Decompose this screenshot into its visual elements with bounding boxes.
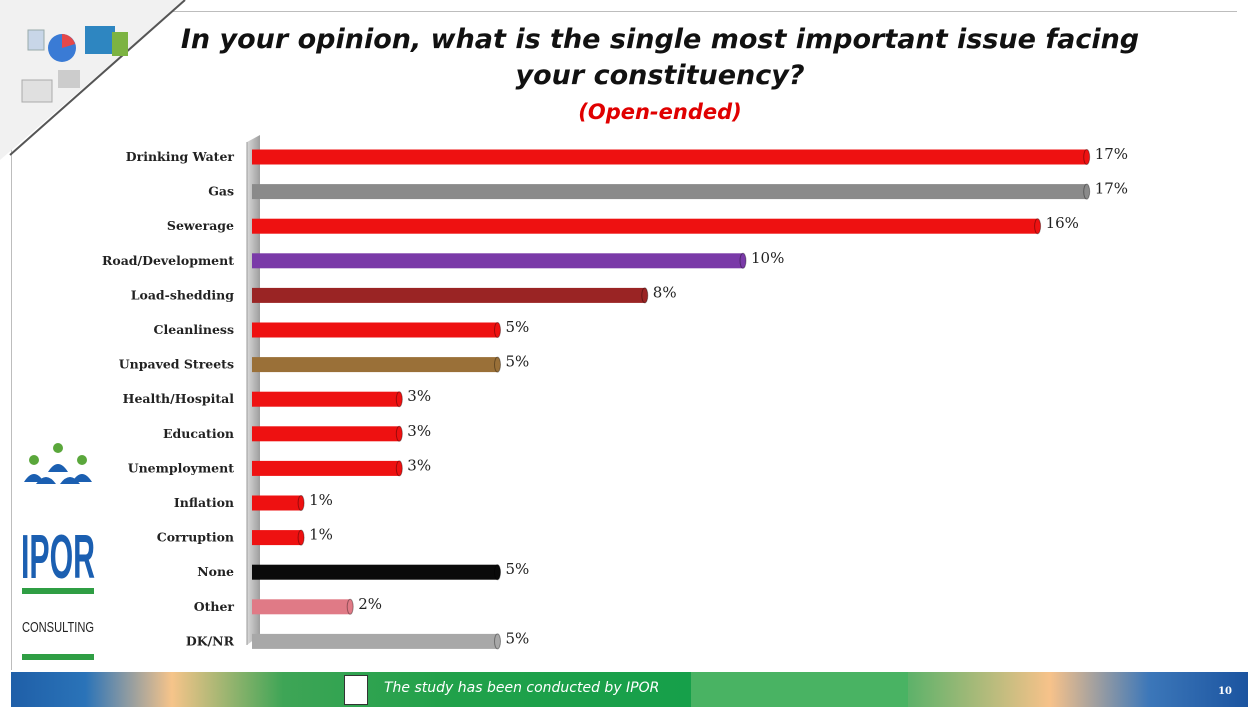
ipor-logo: IPOR CONSULTING [18,440,98,670]
bar-end-cap-gas [1083,183,1091,200]
bar-none [252,564,498,580]
bar-end-cap-road-development [739,252,747,269]
value-label-inflation: 1% [309,491,333,509]
value-label-dk-nr: 5% [506,629,530,647]
bar-load-shedding [252,287,645,303]
category-label-dk-nr: DK/NR [186,633,235,648]
value-label-unpaved-streets: 5% [506,353,530,371]
bar-other [252,599,351,615]
page-number: 10 [1218,686,1232,697]
bar-end-cap-cleanliness [494,322,501,338]
bar-end-cap-health-hospital [395,391,403,408]
footer-strip [691,672,908,707]
logo-wordmark: IPOR [21,523,95,592]
value-label-other: 2% [358,595,382,613]
footer-text: The study has been conducted by IPOR [384,680,660,696]
corner-chart-graphic [0,0,190,160]
bar-sewerage [252,218,1038,234]
bar-unpaved-streets [252,357,498,373]
category-label-inflation: Inflation [174,495,234,510]
bar-end-cap-corruption [297,529,305,546]
category-label-unemployment: Unemployment [128,460,235,475]
bar-end-cap-unemployment [395,460,403,477]
ipor-mini-logo-icon [344,675,368,705]
bar-end-cap-inflation [297,495,305,511]
value-label-education: 3% [407,422,431,440]
category-label-health-hospital: Health/Hospital [123,391,235,406]
value-label-drinking-water: 17% [1095,145,1128,163]
bar-inflation [252,495,302,511]
category-label-road-development: Road/Development [102,253,234,268]
value-label-corruption: 1% [309,526,333,544]
value-label-gas: 17% [1095,180,1128,198]
category-label-load-shedding: Load-shedding [131,287,235,302]
category-label-gas: Gas [208,184,234,199]
chart-subtitle: (Open-ended) [578,100,742,124]
bar-end-cap-load-shedding [641,287,649,304]
value-label-health-hospital: 3% [407,387,431,405]
footer-bar: The study has been conducted by IPOR 10 [11,672,1248,707]
bar-cleanliness [252,322,498,338]
value-label-load-shedding: 8% [653,283,677,301]
bar-road-development [252,253,743,269]
bar-end-cap-unpaved-streets [494,356,501,373]
category-label-sewerage: Sewerage [167,218,234,233]
bar-chart: Drinking Water 17% Gas 17% Sewerage 16% Road/D… [0,135,1248,665]
chart-title: In your opinion, what is the single most… [180,24,1140,91]
value-label-unemployment: 3% [407,456,431,474]
bar-end-cap-education [395,425,403,442]
slide-border [11,11,1237,670]
value-label-road-development: 10% [751,249,784,267]
bar-corruption [252,530,302,546]
category-label-other: Other [194,599,235,614]
category-label-unpaved-streets: Unpaved Streets [119,357,234,372]
category-label-none: None [197,564,234,579]
bar-end-cap-drinking-water [1083,149,1091,165]
value-label-cleanliness: 5% [506,318,530,336]
bar-unemployment [252,460,400,476]
category-label-drinking-water: Drinking Water [126,149,235,164]
bar-gas [252,184,1087,200]
category-label-education: Education [163,426,234,441]
bar-health-hospital [252,391,400,407]
bar-end-cap-other [346,598,354,615]
bar-education [252,426,400,442]
bar-drinking-water [252,149,1087,165]
value-label-sewerage: 16% [1046,214,1079,232]
bar-chart-svg: Drinking Water 17% Gas 17% Sewerage 16% Road/D… [102,135,1128,650]
category-label-corruption: Corruption [157,530,234,545]
bar-end-cap-none [494,564,501,581]
bar-end-cap-sewerage [1034,218,1042,235]
value-label-none: 5% [506,560,530,578]
bar-dk-nr [252,633,498,649]
logo-tagline: CONSULTING [22,619,94,636]
bars: Drinking Water 17% Gas 17% Sewerage 16% Road/D… [102,145,1128,650]
bar-end-cap-dk-nr [494,633,501,650]
category-label-cleanliness: Cleanliness [154,322,234,337]
